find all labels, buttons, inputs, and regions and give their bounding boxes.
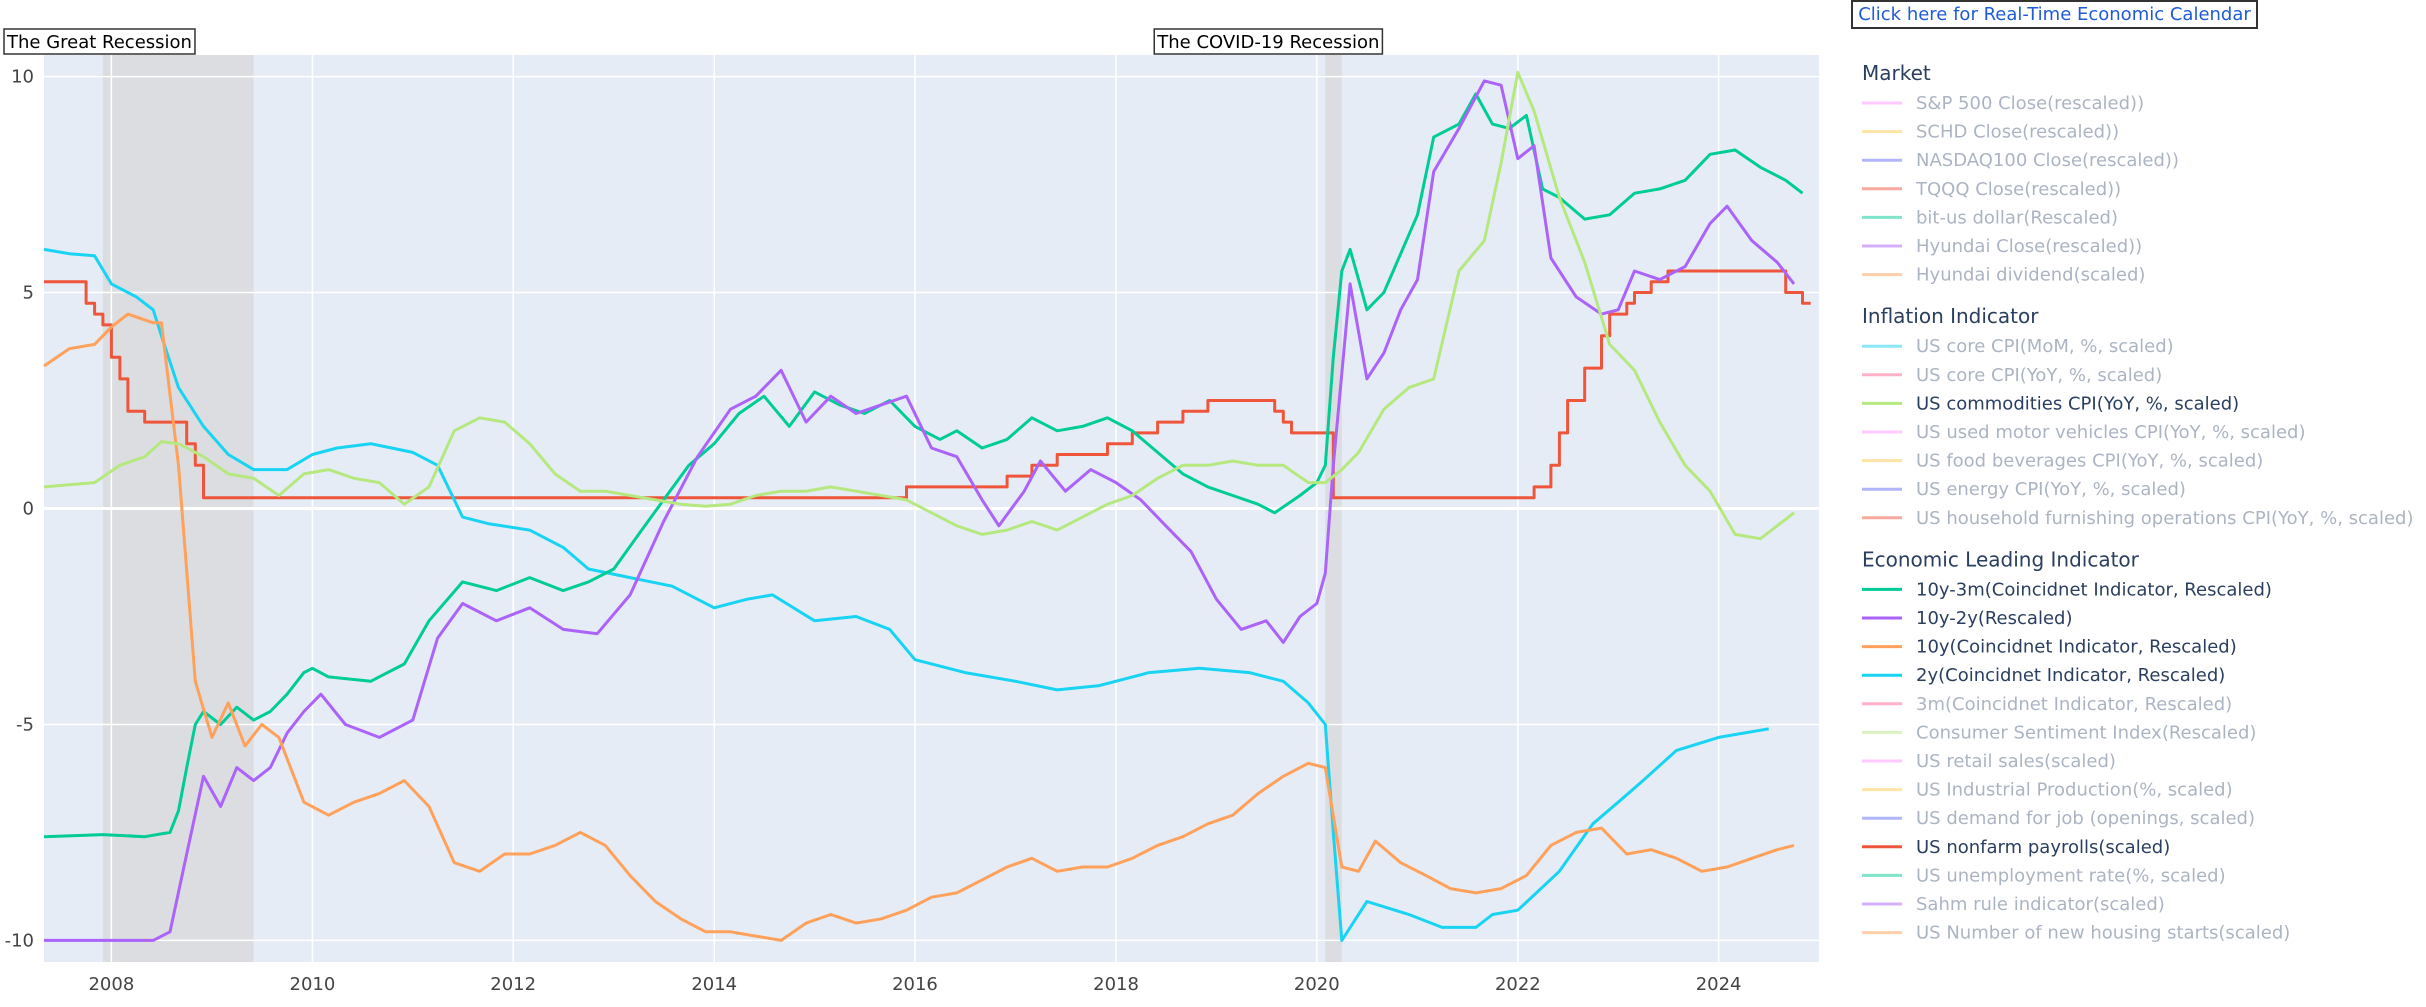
- series-line: [43, 312, 1795, 942]
- legend-label: US energy CPI(YoY, %, scaled): [1916, 479, 2186, 500]
- x-tick-label: 2014: [691, 974, 737, 995]
- legend-item[interactable]: SCHD Close(rescaled)): [1862, 122, 2119, 143]
- legend-label: US unemployment rate(%, scaled): [1916, 865, 2226, 886]
- series-line: [43, 247, 1769, 942]
- legend-item[interactable]: 2y(Coincidnet Indicator, Rescaled): [1862, 665, 2225, 686]
- legend-group-title: Market: [1862, 61, 1931, 85]
- legend-label: TQQQ Close(rescaled)): [1915, 179, 2121, 200]
- legend-label: US core CPI(MoM, %, scaled): [1916, 336, 2174, 357]
- legend-item[interactable]: US Number of new housing starts(scaled): [1862, 923, 2290, 944]
- legend-item[interactable]: US core CPI(YoY, %, scaled): [1862, 365, 2162, 386]
- legend-item[interactable]: US household furnishing operations CPI(Y…: [1862, 508, 2413, 529]
- x-tick-label: 2008: [88, 974, 134, 995]
- legend-item[interactable]: 10y-2y(Rescaled): [1862, 608, 2072, 629]
- legend-label: US retail sales(scaled): [1916, 751, 2116, 772]
- legend-label: 2y(Coincidnet Indicator, Rescaled): [1916, 665, 2225, 686]
- legend-item[interactable]: US retail sales(scaled): [1862, 751, 2116, 772]
- legend-item[interactable]: Consumer Sentiment Index(Rescaled): [1862, 722, 2256, 743]
- legend-item[interactable]: 3m(Coincidnet Indicator, Rescaled): [1862, 694, 2232, 715]
- legend-item[interactable]: US Industrial Production(%, scaled): [1862, 780, 2233, 801]
- legend-label: Consumer Sentiment Index(Rescaled): [1916, 722, 2256, 743]
- legend-label: SCHD Close(rescaled)): [1916, 122, 2119, 143]
- x-tick-label: 2024: [1696, 974, 1742, 995]
- legend-label: US Industrial Production(%, scaled): [1916, 780, 2233, 801]
- legend-item[interactable]: US core CPI(MoM, %, scaled): [1862, 336, 2174, 357]
- legend-label: US core CPI(YoY, %, scaled): [1916, 365, 2162, 386]
- axis-labels: 10 5 0 -5 -10 2008 2010 2012 2014 2016 2018 2020 202…: [5, 67, 1742, 995]
- legend-item[interactable]: US demand for job (openings, scaled): [1862, 808, 2255, 829]
- legend-item[interactable]: Sahm rule indicator(scaled): [1862, 894, 2165, 915]
- legend-label: US food beverages CPI(YoY, %, scaled): [1916, 451, 2263, 472]
- legend-item[interactable]: Hyundai dividend(scaled): [1862, 265, 2145, 286]
- legend-label: S&P 500 Close(rescaled)): [1916, 93, 2144, 114]
- legend-item[interactable]: US commodities CPI(YoY, %, scaled): [1862, 393, 2239, 414]
- y-tick-label: -5: [16, 714, 34, 735]
- recession-label: The Great Recession: [3, 28, 196, 55]
- legend[interactable]: Market S&P 500 Close(rescaled)) SCHD Close…: [1862, 61, 2413, 944]
- series-line: [43, 70, 1795, 541]
- legend-group-title: Inflation Indicator: [1862, 304, 2039, 328]
- y-tick-label: -10: [5, 930, 34, 951]
- recession-label-text: The COVID-19 Recession: [1156, 32, 1379, 53]
- legend-item[interactable]: S&P 500 Close(rescaled)): [1862, 93, 2144, 114]
- series-line: [44, 269, 1811, 500]
- legend-label: bit-us dollar(Rescaled): [1916, 207, 2118, 228]
- legend-label: Sahm rule indicator(scaled): [1916, 894, 2165, 915]
- x-tick-label: 2020: [1294, 974, 1340, 995]
- y-tick-label: 5: [23, 283, 34, 304]
- recession-label-box: [1153, 28, 1384, 55]
- legend-item[interactable]: TQQQ Close(rescaled)): [1862, 179, 2121, 200]
- y-tick-label: 0: [23, 499, 34, 520]
- legend-item[interactable]: US nonfarm payrolls(scaled): [1862, 837, 2170, 858]
- recession-label: The COVID-19 Recession: [1153, 28, 1384, 55]
- series-lines: [43, 70, 1811, 942]
- x-tick-label: 2022: [1495, 974, 1541, 995]
- legend-item[interactable]: US unemployment rate(%, scaled): [1862, 865, 2226, 886]
- x-tick-label: 2010: [290, 974, 336, 995]
- legend-label: US demand for job (openings, scaled): [1916, 808, 2255, 829]
- x-tick-label: 2016: [892, 974, 938, 995]
- legend-label: 10y(Coincidnet Indicator, Rescaled): [1916, 637, 2237, 658]
- legend-label: 3m(Coincidnet Indicator, Rescaled): [1916, 694, 2232, 715]
- legend-item[interactable]: 10y-3m(Coincidnet Indicator, Rescaled): [1862, 579, 2272, 600]
- recession-label-text: The Great Recession: [6, 32, 192, 53]
- economic-calendar-link[interactable]: Click here for Real-Time Economic Calend…: [1851, 0, 2258, 29]
- legend-item[interactable]: US energy CPI(YoY, %, scaled): [1862, 479, 2186, 500]
- y-tick-label: 10: [11, 67, 34, 88]
- legend-label: US Number of new housing starts(scaled): [1916, 923, 2290, 944]
- legend-group-title: Economic Leading Indicator: [1862, 547, 2140, 571]
- grid-lines: [44, 55, 1819, 962]
- series-line: [44, 79, 1796, 942]
- legend-label: US commodities CPI(YoY, %, scaled): [1916, 393, 2239, 414]
- x-tick-label: 2012: [490, 974, 536, 995]
- legend-item[interactable]: 10y(Coincidnet Indicator, Rescaled): [1862, 637, 2237, 658]
- recession-label-box: [3, 28, 196, 55]
- legend-item[interactable]: NASDAQ100 Close(rescaled)): [1862, 150, 2179, 171]
- legend-item[interactable]: bit-us dollar(Rescaled): [1862, 207, 2118, 228]
- recession-annotations: The Great Recession The COVID-19 Recessio…: [3, 28, 1384, 55]
- series-line: [43, 92, 1804, 839]
- legend-label: Hyundai Close(rescaled)): [1916, 236, 2142, 257]
- legend-label: US household furnishing operations CPI(Y…: [1916, 508, 2413, 529]
- legend-item[interactable]: Hyundai Close(rescaled)): [1862, 236, 2142, 257]
- legend-item[interactable]: US used motor vehicles CPI(YoY, %, scale…: [1862, 422, 2305, 443]
- x-tick-label: 2018: [1093, 974, 1139, 995]
- legend-label: NASDAQ100 Close(rescaled)): [1916, 150, 2179, 171]
- legend-label: 10y-3m(Coincidnet Indicator, Rescaled): [1916, 579, 2272, 600]
- legend-label: Hyundai dividend(scaled): [1916, 265, 2145, 286]
- legend-label: 10y-2y(Rescaled): [1916, 608, 2072, 629]
- legend-item[interactable]: US food beverages CPI(YoY, %, scaled): [1862, 451, 2263, 472]
- legend-label: US used motor vehicles CPI(YoY, %, scale…: [1916, 422, 2305, 443]
- legend-label: US nonfarm payrolls(scaled): [1916, 837, 2170, 858]
